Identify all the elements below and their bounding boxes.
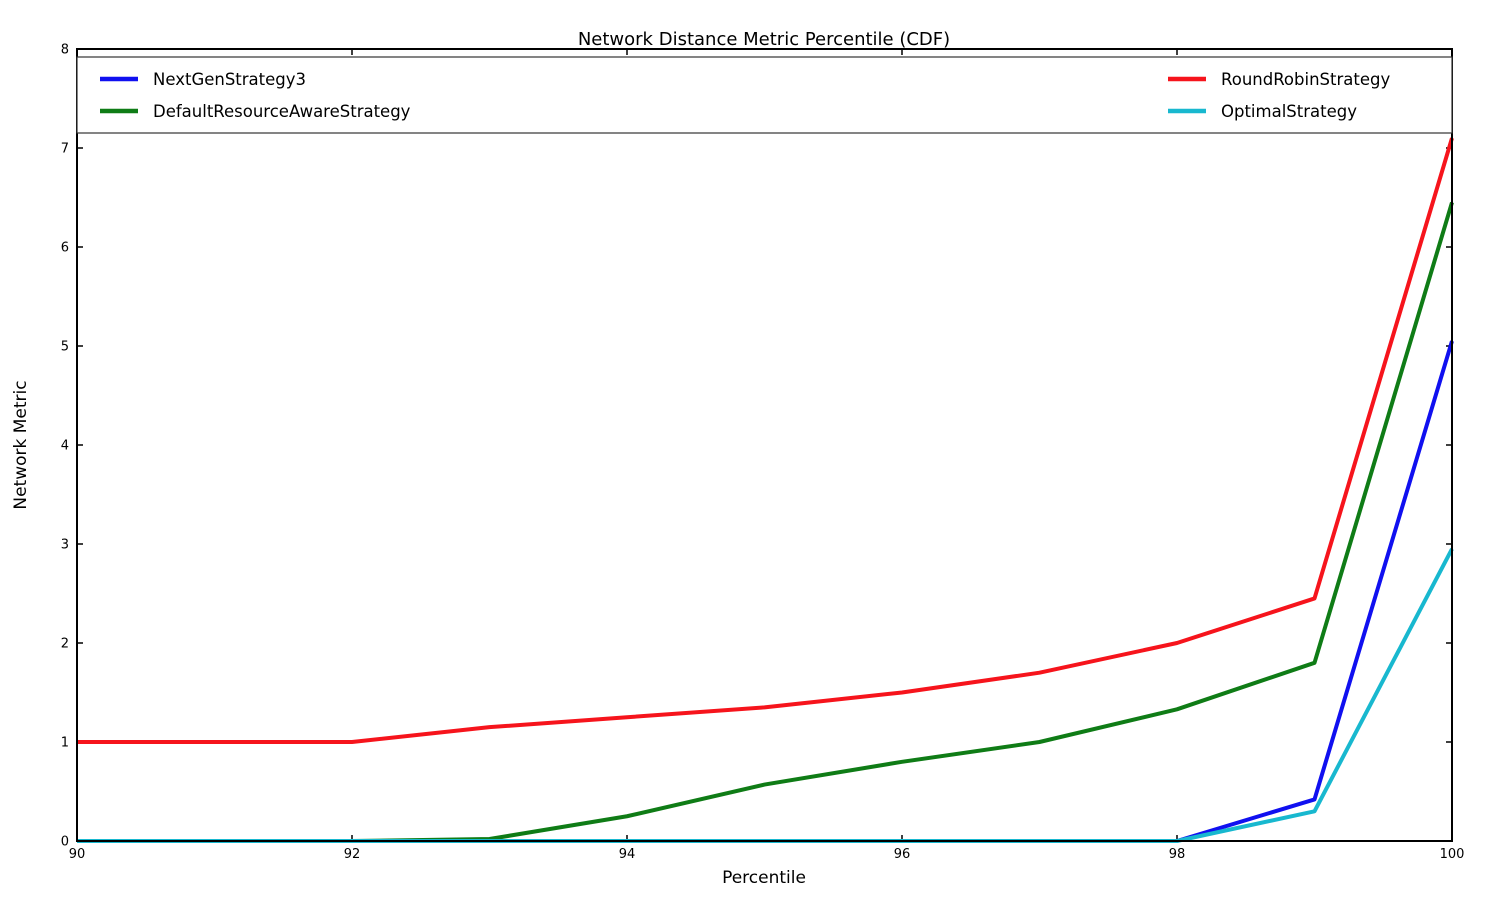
y-tick-label: 4 (61, 439, 69, 454)
legend-label: RoundRobinStrategy (1221, 70, 1390, 89)
legend-label: DefaultResourceAwareStrategy (153, 102, 411, 121)
series-layer (77, 137, 1454, 843)
legend-label: OptimalStrategy (1221, 102, 1357, 121)
legend-box (76, 56, 1453, 134)
x-axis-label: Percentile (722, 868, 806, 888)
x-tick-label: 98 (1169, 847, 1186, 862)
series-line-optimalstrategy (77, 548, 1454, 843)
x-tick-label: 96 (894, 847, 911, 862)
x-tick-label: 100 (1440, 847, 1465, 862)
ticks-layer: 90 92 94 96 98 100 0 1 2 3 4 5 6 7 8 (61, 43, 1465, 863)
y-tick-label: 0 (61, 835, 69, 850)
series-line-defaultresourceawarestrategy (77, 201, 1454, 843)
y-tick-label: 8 (61, 43, 69, 58)
y-tick-label: 5 (61, 340, 69, 355)
legend-item: RoundRobinStrategy (1168, 70, 1390, 89)
legend: NextGenStrategy3 DefaultResourceAwareStra… (76, 56, 1453, 134)
y-axis-label: Network Metric (11, 380, 31, 509)
axes-frame (76, 48, 1453, 842)
y-tick-label: 2 (61, 637, 69, 652)
y-tick-label: 7 (61, 142, 69, 157)
legend-item: DefaultResourceAwareStrategy (100, 102, 411, 121)
y-tick-label: 3 (61, 538, 69, 553)
chart-title: Network Distance Metric Percentile (CDF) (578, 29, 950, 50)
series-line-roundrobinstrategy (77, 137, 1454, 744)
x-tick-label: 90 (69, 847, 86, 862)
legend-label: NextGenStrategy3 (153, 70, 306, 89)
series-line-nextgenstrategy3 (77, 340, 1454, 843)
legend-item: OptimalStrategy (1168, 102, 1357, 121)
legend-item: NextGenStrategy3 (100, 70, 306, 89)
y-tick-label: 6 (61, 241, 69, 256)
y-tick-label: 1 (61, 736, 69, 751)
x-tick-label: 94 (619, 847, 636, 862)
x-tick-label: 92 (344, 847, 361, 862)
